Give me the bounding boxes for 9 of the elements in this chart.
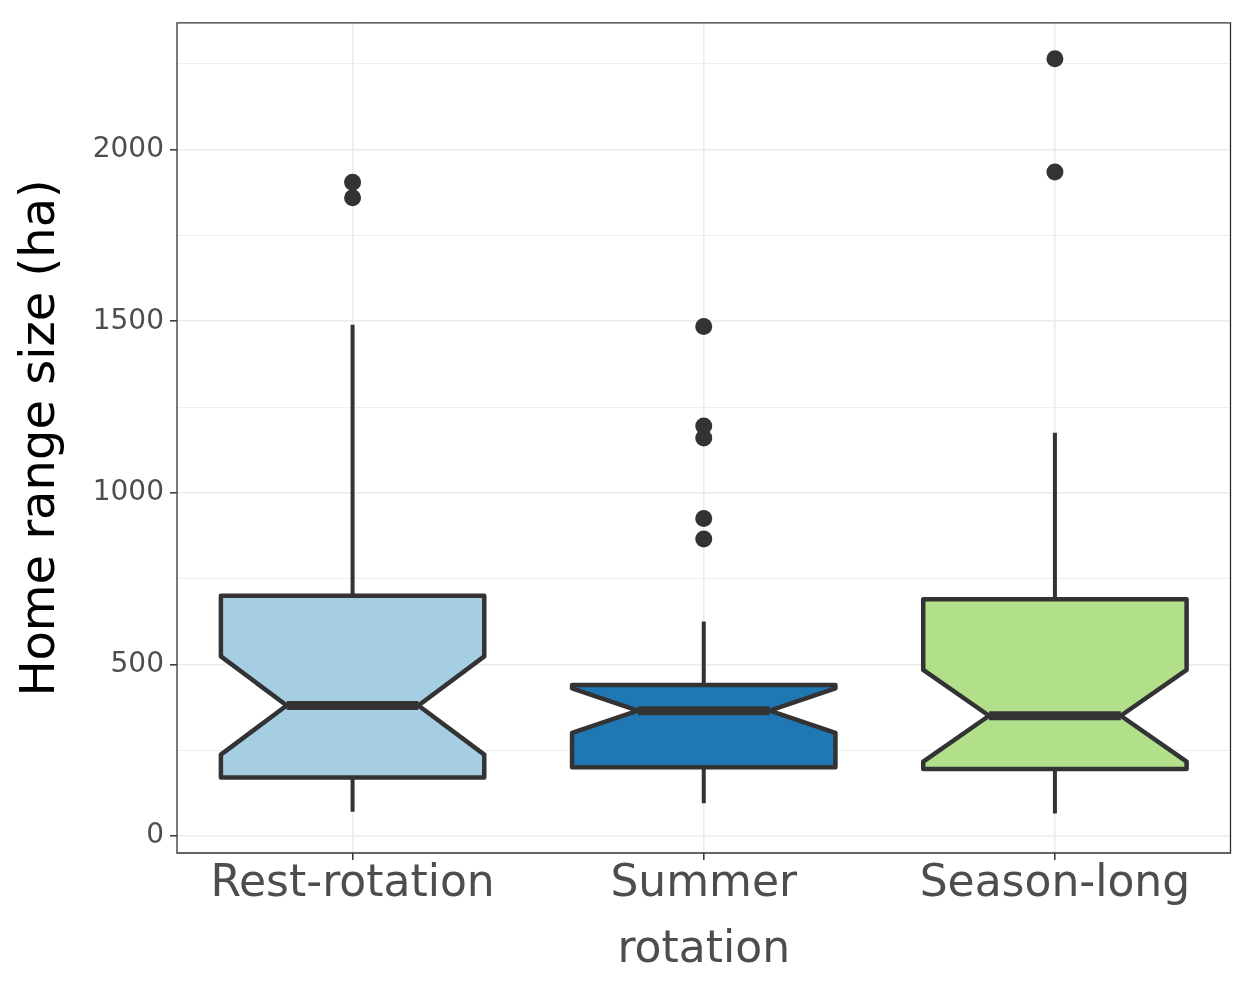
y-axis-title: Home range size (ha) bbox=[9, 179, 66, 697]
y-tick-label: 1000 bbox=[92, 474, 164, 508]
y-tick-label: 2000 bbox=[92, 131, 164, 165]
x-tick-label: Summer rotation bbox=[610, 855, 799, 973]
y-tick-label: 1500 bbox=[92, 302, 164, 336]
x-tick-label: Season-long bbox=[919, 855, 1191, 907]
y-tick-label: 0 bbox=[146, 817, 164, 851]
x-tick-label: Rest-rotation bbox=[210, 855, 495, 907]
y-tick-label: 500 bbox=[110, 645, 164, 679]
